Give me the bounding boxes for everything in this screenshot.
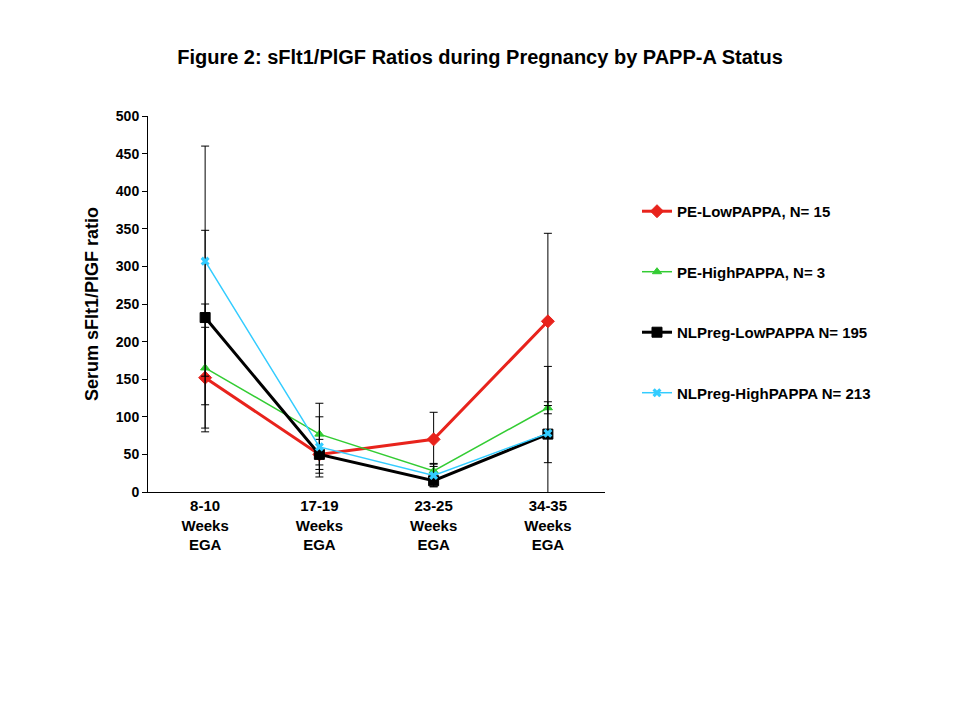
svg-text:PE-LowPAPPA, N= 15: PE-LowPAPPA, N= 15 bbox=[677, 203, 830, 220]
svg-text:150: 150 bbox=[116, 371, 140, 387]
svg-text:NLPreg-HighPAPPA N= 213: NLPreg-HighPAPPA N= 213 bbox=[677, 385, 871, 402]
svg-text:PE-HighPAPPA, N= 3: PE-HighPAPPA, N= 3 bbox=[677, 264, 825, 281]
svg-text:Serum sFlt1/PlGF ratio: Serum sFlt1/PlGF ratio bbox=[82, 207, 102, 401]
svg-text:0: 0 bbox=[131, 484, 139, 500]
svg-text:Figure 2: sFlt1/PlGF Ratios du: Figure 2: sFlt1/PlGF Ratios during Pregn… bbox=[177, 46, 783, 68]
svg-text:250: 250 bbox=[116, 296, 140, 312]
svg-text:400: 400 bbox=[116, 183, 140, 199]
svg-text:450: 450 bbox=[116, 146, 140, 162]
svg-text:17-19WeeksEGA: 17-19WeeksEGA bbox=[296, 497, 343, 553]
svg-text:350: 350 bbox=[116, 221, 140, 237]
svg-text:8-10WeeksEGA: 8-10WeeksEGA bbox=[181, 497, 228, 553]
svg-text:300: 300 bbox=[116, 258, 140, 274]
svg-text:34-35WeeksEGA: 34-35WeeksEGA bbox=[524, 497, 571, 553]
svg-text:200: 200 bbox=[116, 334, 140, 350]
svg-text:23-25WeeksEGA: 23-25WeeksEGA bbox=[410, 497, 457, 553]
svg-text:500: 500 bbox=[116, 108, 140, 124]
svg-text:50: 50 bbox=[124, 446, 140, 462]
svg-text:100: 100 bbox=[116, 409, 140, 425]
svg-text:NLPreg-LowPAPPA N= 195: NLPreg-LowPAPPA N= 195 bbox=[677, 324, 867, 341]
